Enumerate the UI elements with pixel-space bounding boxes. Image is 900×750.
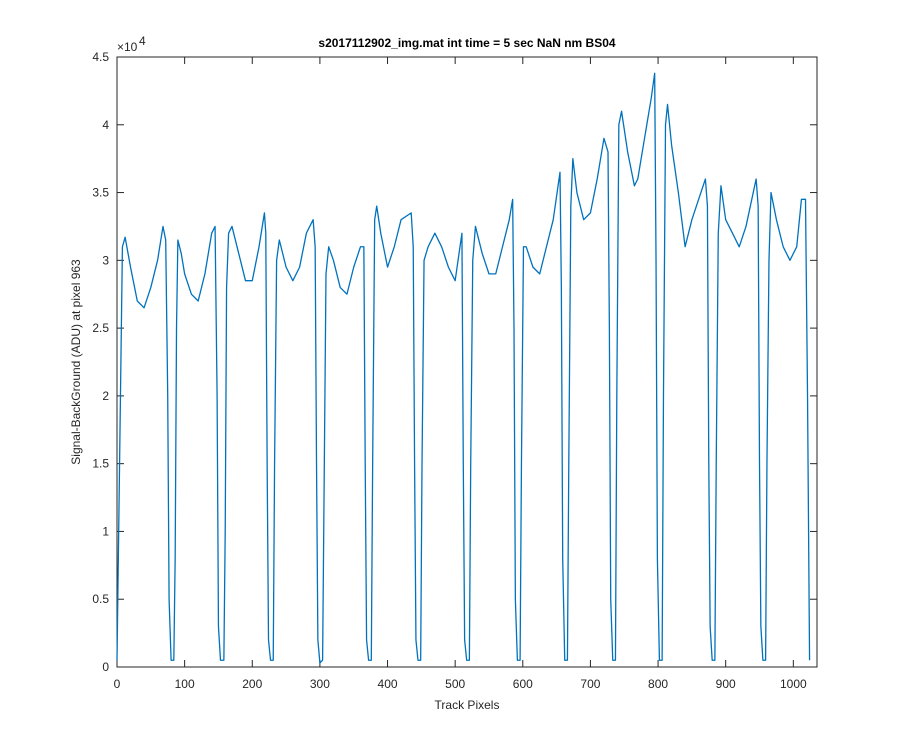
plot-area bbox=[116, 56, 818, 668]
y-axis-label: Signal-BackGround (ADU) at pixel 963 bbox=[69, 259, 83, 465]
y-tick-label: 4 bbox=[102, 118, 109, 132]
y-tick-label: 4.5 bbox=[92, 50, 109, 64]
x-tick-label: 700 bbox=[580, 677, 600, 691]
x-tick-label: 1000 bbox=[780, 677, 807, 691]
chart-title: s2017112902_img.mat int time = 5 sec NaN… bbox=[318, 36, 615, 50]
x-tick-label: 800 bbox=[648, 677, 668, 691]
x-tick-label: 600 bbox=[513, 677, 533, 691]
x-tick-label: 400 bbox=[378, 677, 398, 691]
y-tick-label: 0 bbox=[102, 660, 109, 674]
y-tick-label: 3.5 bbox=[92, 186, 109, 200]
y-tick-label: 0.5 bbox=[92, 592, 109, 606]
y-exponent-base: ×10 bbox=[117, 40, 138, 54]
y-exponent: 4 bbox=[139, 34, 146, 48]
x-tick-label: 300 bbox=[310, 677, 330, 691]
x-tick-label: 200 bbox=[242, 677, 262, 691]
x-tick-label: 500 bbox=[445, 677, 465, 691]
y-tick-label: 2 bbox=[102, 389, 109, 403]
x-tick-label: 0 bbox=[114, 677, 121, 691]
x-tick-label: 100 bbox=[175, 677, 195, 691]
y-tick-label: 1.5 bbox=[92, 457, 109, 471]
y-tick-label: 2.5 bbox=[92, 321, 109, 335]
y-tick-label: 3 bbox=[102, 253, 109, 267]
x-axis-label: Track Pixels bbox=[435, 698, 500, 712]
data-line bbox=[116, 72, 811, 664]
x-tick-label: 900 bbox=[716, 677, 736, 691]
y-tick-label: 1 bbox=[102, 524, 109, 538]
